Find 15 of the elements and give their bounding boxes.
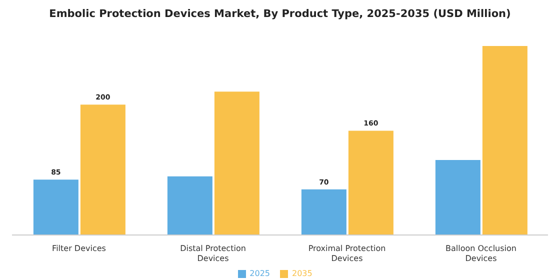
bar — [80, 104, 126, 235]
legend-label: 2035 — [292, 269, 312, 278]
bar — [214, 92, 260, 235]
bar — [435, 160, 480, 235]
bar — [301, 189, 346, 235]
x-tick-label: Balloon Occlusion Devices — [446, 244, 516, 263]
legend-label: 2025 — [250, 269, 270, 278]
bar — [167, 176, 212, 235]
chart-title: Embolic Protection Devices Market, By Product Type, 2025-2035 (USD Million) — [48, 8, 512, 20]
x-tick-label: Proximal Protection Devices — [308, 244, 386, 263]
x-tick-label: Distal Protection Devices — [180, 244, 246, 263]
bar — [348, 130, 394, 235]
x-tick-label: Filter Devices — [52, 244, 106, 253]
bar — [33, 180, 78, 235]
bar — [482, 46, 528, 235]
